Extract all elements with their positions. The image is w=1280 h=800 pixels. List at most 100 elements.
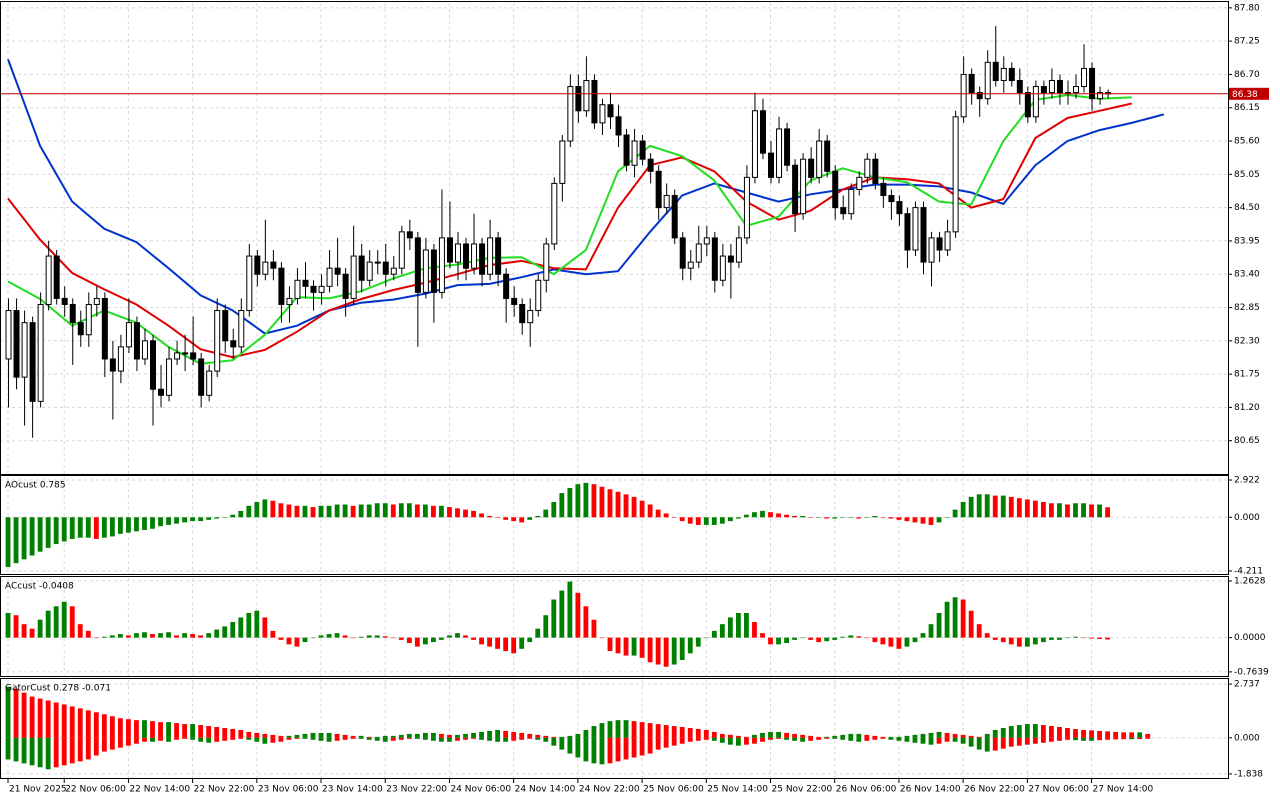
histogram-bar: [543, 615, 549, 638]
histogram-bar: [37, 698, 43, 738]
y-tick-label: 85.60: [1234, 137, 1260, 147]
histogram-bar: [61, 601, 67, 638]
histogram-bar: [93, 737, 99, 756]
histogram-bar: [334, 504, 340, 518]
histogram-bar: [158, 633, 163, 638]
histogram-bar: [471, 510, 476, 518]
candle-body: [864, 158, 871, 178]
histogram-bar: [222, 517, 228, 518]
histogram-bar: [318, 737, 324, 741]
histogram-bar: [543, 735, 549, 738]
histogram-bar: [727, 617, 733, 638]
histogram-bar: [126, 635, 131, 638]
candle-body: [77, 322, 84, 336]
histogram-bar: [800, 516, 806, 518]
histogram-bar: [992, 737, 998, 751]
histogram-bar: [631, 721, 637, 738]
histogram-bar: [920, 633, 926, 638]
y-tick-label: 2.922: [1234, 476, 1260, 486]
candle-body: [759, 110, 766, 154]
candle-body: [495, 237, 502, 275]
candle-body: [1089, 67, 1096, 100]
histogram-bar: [952, 733, 958, 738]
histogram-bar: [856, 733, 862, 738]
histogram-bar: [928, 732, 934, 738]
candle-body: [230, 340, 237, 348]
histogram-bar: [134, 720, 139, 738]
histogram-bar: [326, 505, 332, 518]
histogram-bar: [109, 737, 115, 750]
histogram-bar: [85, 737, 91, 760]
histogram-bar: [639, 500, 645, 518]
y-tick-label: 87.25: [1234, 37, 1260, 47]
histogram-bar: [198, 517, 204, 522]
histogram-bar: [591, 737, 597, 764]
histogram-bar: [647, 504, 653, 518]
histogram-bar: [398, 503, 404, 518]
candle-body: [1048, 79, 1055, 94]
histogram-bar: [816, 737, 822, 740]
candle-body: [1024, 92, 1031, 118]
histogram-bar: [976, 736, 982, 738]
histogram-bar: [85, 517, 91, 538]
x-tick-label: 23 Nov 14:00: [322, 785, 383, 795]
histogram-bar: [77, 624, 83, 638]
candle-body: [816, 140, 823, 178]
histogram-bar: [744, 737, 749, 745]
candle-body: [406, 231, 413, 239]
histogram-bar: [936, 612, 942, 638]
histogram-bar: [703, 737, 709, 740]
histogram-bar: [856, 517, 862, 519]
histogram-bar: [840, 734, 846, 738]
x-tick-label: 22 Nov 06:00: [65, 785, 126, 795]
histogram-bar: [302, 637, 308, 643]
histogram-bar: [928, 737, 934, 745]
histogram-bar: [1081, 729, 1086, 738]
histogram-bar: [1145, 737, 1151, 739]
histogram-bar: [222, 728, 228, 738]
histogram-bar: [792, 637, 797, 640]
candle-body: [920, 207, 927, 263]
histogram-bar: [1032, 737, 1038, 744]
histogram-bar: [527, 737, 533, 739]
candle-body: [952, 116, 959, 233]
histogram-bar: [166, 737, 171, 742]
candle-body: [615, 116, 622, 136]
histogram-bar: [1065, 504, 1070, 518]
candle-body: [623, 134, 630, 166]
candle-body: [109, 358, 116, 372]
histogram-bar: [1089, 730, 1094, 738]
histogram-bar: [29, 696, 35, 738]
histogram-bar: [422, 737, 428, 740]
histogram-bar: [511, 517, 517, 522]
alligator-line: [7, 93, 1132, 365]
histogram-bar: [447, 507, 452, 518]
histogram-bar: [880, 637, 886, 645]
candle-body: [278, 267, 285, 305]
histogram-bar: [166, 722, 171, 738]
histogram-bar: [695, 737, 701, 741]
histogram-bar: [286, 735, 292, 738]
histogram-bar: [800, 637, 806, 639]
histogram-bar: [182, 517, 188, 523]
histogram-bar: [559, 590, 565, 638]
histogram-bar: [824, 637, 830, 642]
histogram-bar: [671, 726, 677, 738]
histogram-bar: [896, 736, 902, 738]
histogram-bar: [904, 737, 910, 742]
histogram-bar: [390, 504, 396, 518]
histogram-bar: [615, 737, 621, 762]
y-tick-label: -1.838: [1234, 769, 1263, 779]
candle-body: [53, 255, 60, 299]
candle-body: [936, 237, 943, 251]
candle-body: [446, 237, 453, 263]
histogram-bar: [310, 507, 316, 518]
histogram-bar: [142, 737, 147, 742]
histogram-bar: [695, 637, 701, 647]
histogram-bar: [792, 733, 797, 738]
histogram-bar: [1016, 725, 1022, 738]
histogram-bar: [872, 516, 878, 518]
histogram-bar: [455, 633, 460, 638]
histogram-bar: [366, 635, 372, 638]
candle-body: [454, 243, 461, 263]
